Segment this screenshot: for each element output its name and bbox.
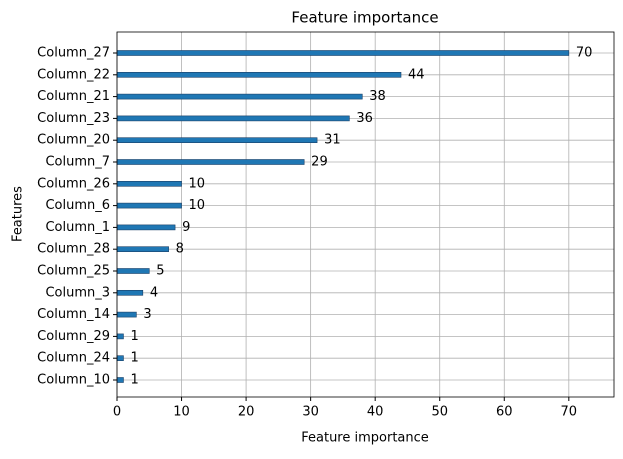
bar bbox=[116, 246, 169, 252]
value-label: 1 bbox=[130, 373, 138, 388]
y-tick-label: Column_28 bbox=[37, 242, 110, 257]
y-tick-label: Column_14 bbox=[37, 307, 110, 322]
x-tick-label: 0 bbox=[113, 405, 121, 420]
x-tick-label: 30 bbox=[302, 405, 319, 420]
y-tick-label: Column_20 bbox=[37, 133, 110, 148]
y-tick-label: Column_23 bbox=[37, 111, 110, 126]
bar bbox=[116, 137, 318, 143]
value-label: 1 bbox=[130, 329, 138, 344]
value-label: 3 bbox=[143, 307, 151, 322]
value-label: 10 bbox=[189, 176, 206, 191]
x-tick-label: 40 bbox=[367, 405, 384, 420]
x-tick-label: 20 bbox=[238, 405, 255, 420]
value-label: 29 bbox=[311, 155, 328, 170]
y-tick-label: Column_1 bbox=[45, 220, 110, 235]
bar bbox=[116, 224, 176, 231]
y-tick-label: Column_6 bbox=[45, 198, 110, 213]
x-tick-label: 50 bbox=[431, 405, 448, 420]
y-tick-label: Column_25 bbox=[37, 264, 110, 279]
y-tick-label: Column_21 bbox=[37, 89, 110, 104]
chart-title: Feature importance bbox=[291, 9, 438, 27]
bar bbox=[116, 72, 402, 78]
bar bbox=[116, 115, 350, 122]
bar bbox=[116, 355, 124, 362]
x-tick-label: 70 bbox=[561, 405, 578, 420]
value-label: 70 bbox=[576, 46, 593, 61]
value-label: 38 bbox=[369, 89, 386, 104]
value-label: 31 bbox=[324, 133, 341, 148]
value-label: 1 bbox=[130, 351, 138, 366]
bar bbox=[116, 93, 363, 100]
y-tick-label: Column_29 bbox=[37, 329, 110, 344]
bar bbox=[116, 202, 182, 209]
y-tick-label: Column_24 bbox=[37, 351, 110, 366]
y-tick-label: Column_3 bbox=[45, 285, 110, 300]
x-tick-label: 60 bbox=[496, 405, 513, 420]
bar bbox=[116, 311, 137, 318]
x-axis-label: Feature importance bbox=[301, 431, 429, 446]
bar bbox=[116, 289, 144, 296]
x-tick-label: 10 bbox=[173, 405, 190, 420]
y-tick-label: Column_10 bbox=[37, 373, 110, 388]
value-label: 4 bbox=[150, 285, 158, 300]
y-tick-label: Column_27 bbox=[37, 46, 110, 61]
bar bbox=[116, 50, 570, 56]
value-label: 9 bbox=[182, 220, 190, 235]
bar bbox=[116, 268, 150, 274]
value-label: 8 bbox=[176, 242, 184, 257]
bar bbox=[116, 333, 124, 340]
y-tick-label: Column_7 bbox=[45, 155, 110, 170]
value-label: 5 bbox=[156, 264, 164, 279]
plot-frame bbox=[116, 31, 615, 398]
value-label: 44 bbox=[408, 67, 425, 82]
bar bbox=[116, 377, 124, 383]
bar bbox=[116, 159, 305, 165]
y-tick-label: Column_22 bbox=[37, 67, 110, 82]
value-label: 10 bbox=[189, 198, 206, 213]
value-label: 36 bbox=[356, 111, 373, 126]
bar bbox=[116, 181, 182, 187]
y-axis-label: Features bbox=[11, 186, 26, 242]
y-tick-label: Column_26 bbox=[37, 176, 110, 191]
